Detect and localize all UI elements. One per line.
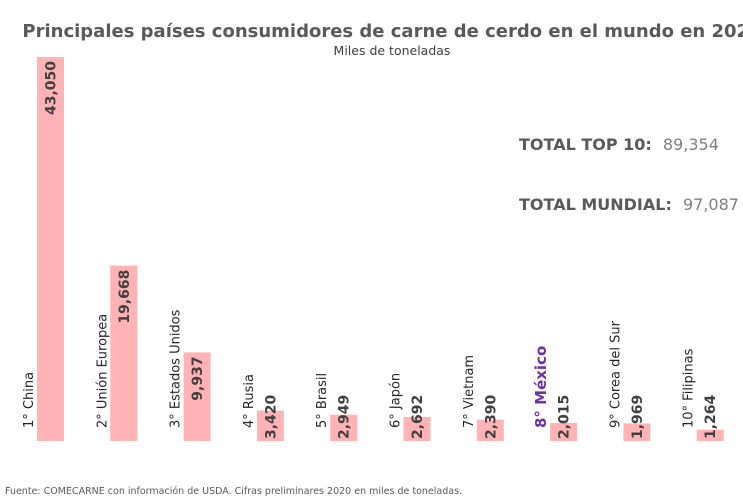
value-label-10: 1,264	[703, 394, 719, 439]
bar-3	[183, 352, 211, 441]
annotation-total-mundial: TOTAL MUNDIAL: 97,087	[519, 195, 739, 214]
value-label-1: 43,050	[44, 61, 60, 115]
bar-7	[476, 419, 504, 441]
value-label-3: 9,937	[190, 356, 206, 400]
bar-8	[550, 423, 578, 441]
value-label-7: 2,390	[483, 394, 499, 439]
category-label-8: 8° México	[532, 346, 550, 428]
category-label-2: 2° Unión Europea	[95, 314, 110, 428]
source-note: Fuente: COMECARNE con información de USD…	[5, 486, 462, 497]
category-label-7: 7° Vietnam	[462, 355, 477, 428]
category-label-3: 3° Estados Unidos	[169, 309, 184, 428]
total-top10-label: TOTAL TOP 10:	[519, 135, 652, 154]
bar-10	[696, 429, 724, 441]
category-label-9: 9° Corea del Sur	[608, 320, 623, 428]
total-mundial-label: TOTAL MUNDIAL:	[519, 195, 672, 214]
category-labels: 1° China 2° Unión Europea 3° Estados Unido…	[22, 309, 697, 428]
value-label-6: 2,692	[410, 395, 426, 439]
bar-6	[403, 417, 431, 441]
bar-2	[110, 265, 138, 441]
bar-1	[37, 57, 64, 441]
value-label-8: 2,015	[557, 395, 573, 439]
total-mundial-value: 97,087	[683, 195, 739, 214]
bar-5	[330, 414, 358, 441]
value-labels: 43,050 19,668 9,937 3,420 2,949 2,692 2,390 2,0…	[44, 61, 720, 439]
chart-title: Principales países consumidores de carne…	[22, 21, 743, 42]
svg-text:TOTAL TOP 10: 89,354: TOTAL TOP 10: 89,354	[519, 135, 719, 154]
value-label-2: 19,668	[117, 270, 133, 324]
total-top10-value: 89,354	[663, 135, 719, 154]
annotation-total-top10: TOTAL TOP 10: 89,354	[519, 135, 719, 154]
value-label-4: 3,420	[263, 394, 279, 439]
bar-4	[256, 410, 284, 441]
value-label-5: 2,949	[337, 395, 353, 439]
bars	[37, 57, 724, 441]
category-label-10: 10° Filipinas	[682, 348, 697, 428]
bar-9	[623, 423, 651, 441]
category-label-6: 6° Japón	[389, 373, 404, 428]
category-label-1: 1° China	[22, 372, 37, 428]
value-label-9: 1,969	[630, 395, 646, 439]
svg-text:TOTAL MUNDIAL: 97,087: TOTAL MUNDIAL: 97,087	[519, 195, 739, 214]
category-label-5: 5° Brasil	[315, 373, 330, 428]
category-label-4: 4° Rusia	[242, 374, 257, 428]
chart-subtitle: Miles de toneladas	[334, 43, 451, 58]
